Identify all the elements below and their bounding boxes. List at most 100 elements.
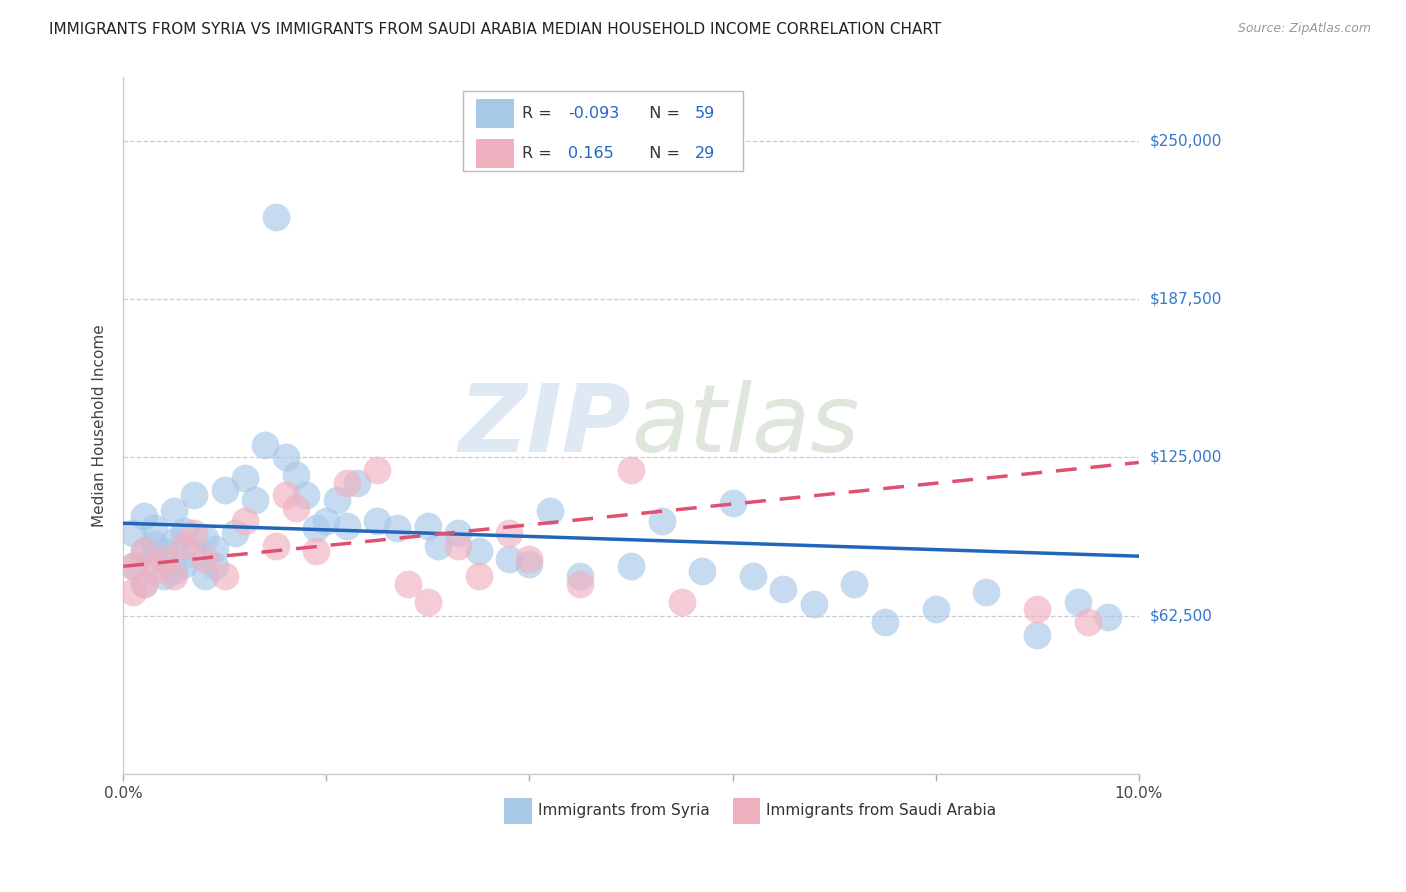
Point xyxy=(416,518,439,533)
Point xyxy=(416,595,439,609)
Point xyxy=(193,551,215,566)
Point xyxy=(274,450,297,465)
Point xyxy=(274,488,297,502)
Point xyxy=(264,210,287,224)
Point xyxy=(264,539,287,553)
Point xyxy=(153,569,176,583)
Point xyxy=(163,533,186,548)
Point xyxy=(1026,602,1049,616)
Text: Immigrants from Saudi Arabia: Immigrants from Saudi Arabia xyxy=(766,804,997,819)
Y-axis label: Median Household Income: Median Household Income xyxy=(93,325,107,527)
Text: 0.165: 0.165 xyxy=(568,146,614,161)
Text: $125,000: $125,000 xyxy=(1150,450,1222,465)
Point xyxy=(366,463,388,477)
Point xyxy=(396,577,419,591)
Point xyxy=(325,493,347,508)
Point xyxy=(183,547,205,561)
Point xyxy=(538,503,561,517)
Point xyxy=(122,584,145,599)
Point xyxy=(122,559,145,574)
Point xyxy=(204,541,226,556)
Point xyxy=(122,526,145,541)
Point xyxy=(569,569,592,583)
Text: IMMIGRANTS FROM SYRIA VS IMMIGRANTS FROM SAUDI ARABIA MEDIAN HOUSEHOLD INCOME CO: IMMIGRANTS FROM SYRIA VS IMMIGRANTS FROM… xyxy=(49,22,942,37)
Text: 59: 59 xyxy=(695,106,716,121)
Point xyxy=(305,544,328,558)
Point xyxy=(132,577,155,591)
Point xyxy=(336,518,359,533)
Point xyxy=(163,503,186,517)
Point xyxy=(620,463,643,477)
Point xyxy=(153,551,176,566)
Text: Immigrants from Syria: Immigrants from Syria xyxy=(537,804,710,819)
Point xyxy=(233,470,256,484)
Point xyxy=(467,544,489,558)
Point xyxy=(142,565,165,579)
Point xyxy=(336,475,359,490)
Point xyxy=(498,526,520,541)
Point xyxy=(741,569,763,583)
Text: atlas: atlas xyxy=(631,380,859,471)
Point xyxy=(254,438,277,452)
Point xyxy=(346,475,368,490)
Point xyxy=(163,565,186,579)
Point xyxy=(976,584,998,599)
Point xyxy=(772,582,794,596)
Point xyxy=(1077,615,1099,629)
Point xyxy=(366,514,388,528)
Point xyxy=(1067,595,1090,609)
Point xyxy=(295,488,318,502)
Bar xyxy=(505,797,531,824)
Text: N =: N = xyxy=(640,146,685,161)
Text: $62,500: $62,500 xyxy=(1150,608,1213,624)
Text: 29: 29 xyxy=(695,146,716,161)
Point xyxy=(233,514,256,528)
Point xyxy=(1097,610,1119,624)
Point xyxy=(569,577,592,591)
Text: ZIP: ZIP xyxy=(458,380,631,472)
Point xyxy=(498,551,520,566)
Point xyxy=(447,526,470,541)
Point xyxy=(519,551,541,566)
Text: $250,000: $250,000 xyxy=(1150,133,1222,148)
Point xyxy=(153,544,176,558)
Text: R =: R = xyxy=(523,146,562,161)
Point xyxy=(620,559,643,574)
Text: R =: R = xyxy=(523,106,557,121)
Point xyxy=(447,539,470,553)
Point xyxy=(142,551,165,566)
Point xyxy=(803,597,825,611)
Bar xyxy=(475,139,515,169)
Point xyxy=(519,557,541,571)
Point xyxy=(183,488,205,502)
Point xyxy=(690,565,713,579)
Point xyxy=(173,524,195,538)
Point xyxy=(132,508,155,523)
Point xyxy=(132,577,155,591)
Point xyxy=(142,536,165,550)
Point xyxy=(315,514,337,528)
Point xyxy=(1026,628,1049,642)
Point xyxy=(844,577,866,591)
Point xyxy=(925,602,948,616)
Point xyxy=(467,569,489,583)
Point xyxy=(142,521,165,535)
Point xyxy=(173,539,195,553)
Point xyxy=(214,483,236,498)
Point xyxy=(721,496,744,510)
Point xyxy=(193,569,215,583)
Point xyxy=(873,615,896,629)
Point xyxy=(427,539,450,553)
Point xyxy=(193,532,215,546)
Point xyxy=(387,521,409,535)
Bar xyxy=(475,99,515,128)
Point xyxy=(214,569,236,583)
Point xyxy=(183,526,205,541)
Point xyxy=(245,493,267,508)
Point xyxy=(132,544,155,558)
Point xyxy=(305,521,328,535)
Bar xyxy=(464,91,742,171)
Point xyxy=(284,468,307,483)
Point xyxy=(132,544,155,558)
Bar xyxy=(733,797,761,824)
